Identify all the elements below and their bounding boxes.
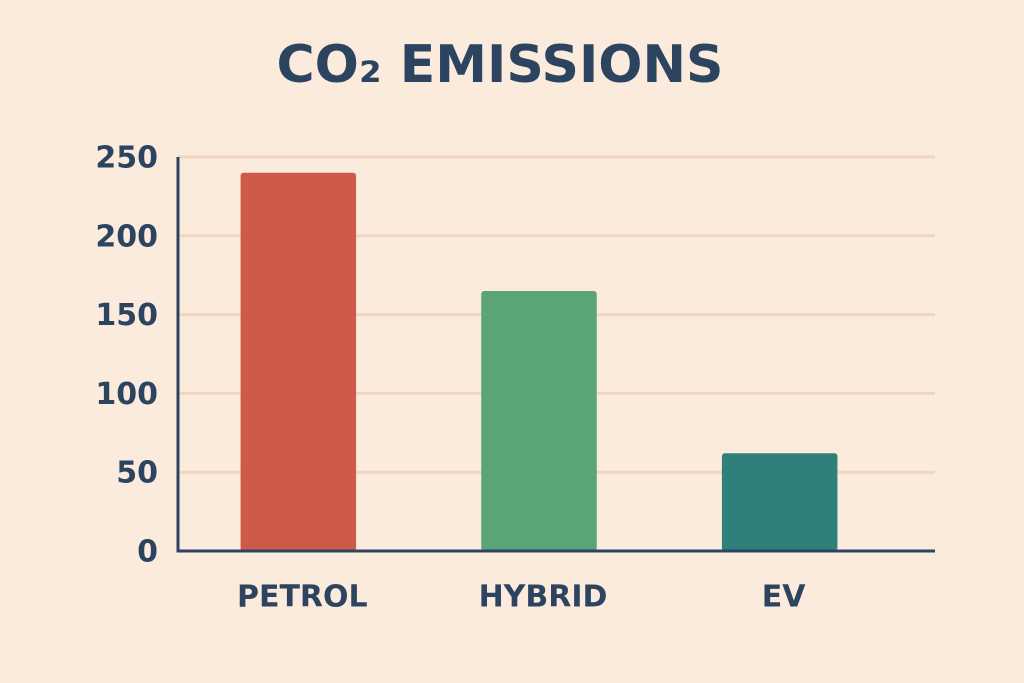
x-tick-label: PETROL: [237, 580, 368, 615]
x-tick-label: EV: [762, 580, 806, 615]
bar: [721, 453, 838, 551]
x-tick-label: HYBRID: [479, 580, 608, 615]
y-tick-label: 150: [95, 298, 158, 333]
bar: [481, 290, 597, 551]
y-tick-label: 200: [95, 219, 158, 254]
y-tick-label: 50: [116, 456, 158, 491]
bar: [240, 172, 357, 551]
y-tick-label: 100: [95, 377, 158, 412]
y-tick-label: 0: [137, 535, 158, 570]
chart-title: CO₂ EMISSIONS: [277, 35, 724, 95]
y-tick-label: 250: [95, 141, 158, 176]
